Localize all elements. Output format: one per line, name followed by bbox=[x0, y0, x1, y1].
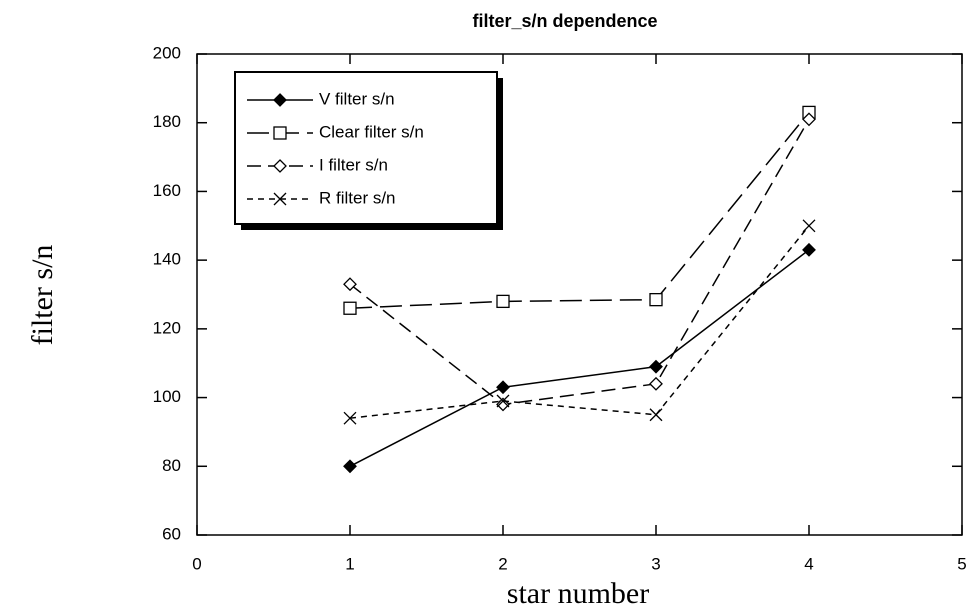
point bbox=[649, 359, 663, 374]
x-tick-label: 4 bbox=[804, 554, 813, 573]
legend-label: R filter s/n bbox=[319, 188, 396, 207]
point bbox=[343, 277, 357, 292]
y-tick-label: 180 bbox=[153, 112, 181, 131]
legend-label: Clear filter s/n bbox=[319, 122, 424, 141]
point bbox=[802, 219, 816, 233]
chart-title: filter_s/n dependence bbox=[472, 11, 657, 31]
legend-marker bbox=[273, 192, 287, 206]
point bbox=[496, 394, 510, 408]
legend-label: I filter s/n bbox=[319, 155, 388, 174]
x-tick-label: 1 bbox=[345, 554, 354, 573]
series-line bbox=[349, 249, 810, 467]
point bbox=[343, 459, 357, 474]
point bbox=[802, 112, 816, 127]
point bbox=[649, 376, 663, 391]
y-tick-label: 200 bbox=[153, 43, 181, 62]
y-tick-label: 80 bbox=[162, 456, 181, 475]
x-tick-label: 0 bbox=[192, 554, 201, 573]
y-tick-label: 100 bbox=[153, 387, 181, 406]
point bbox=[649, 293, 663, 307]
y-tick-label: 160 bbox=[153, 181, 181, 200]
plot-frame bbox=[196, 53, 963, 536]
x-tick-label: 5 bbox=[957, 554, 966, 573]
point bbox=[802, 242, 816, 257]
legend-marker bbox=[273, 126, 287, 140]
y-tick-label: 120 bbox=[153, 318, 181, 337]
point bbox=[343, 301, 357, 315]
legend-marker bbox=[273, 93, 287, 107]
x-tick-label: 2 bbox=[498, 554, 507, 573]
point bbox=[649, 408, 663, 422]
x-tick-label: 3 bbox=[651, 554, 660, 573]
point bbox=[496, 294, 510, 309]
y-axis-label: filter s/n bbox=[26, 245, 59, 346]
point bbox=[496, 380, 510, 395]
legend-label: V filter s/n bbox=[319, 89, 395, 108]
y-tick-label: 60 bbox=[162, 524, 181, 543]
series-line bbox=[349, 118, 810, 406]
point bbox=[343, 411, 357, 425]
legend-marker bbox=[273, 159, 287, 173]
series-line bbox=[349, 111, 810, 309]
y-tick-label: 140 bbox=[153, 250, 181, 269]
x-axis-label: star number bbox=[507, 577, 649, 610]
series-line bbox=[349, 225, 810, 419]
